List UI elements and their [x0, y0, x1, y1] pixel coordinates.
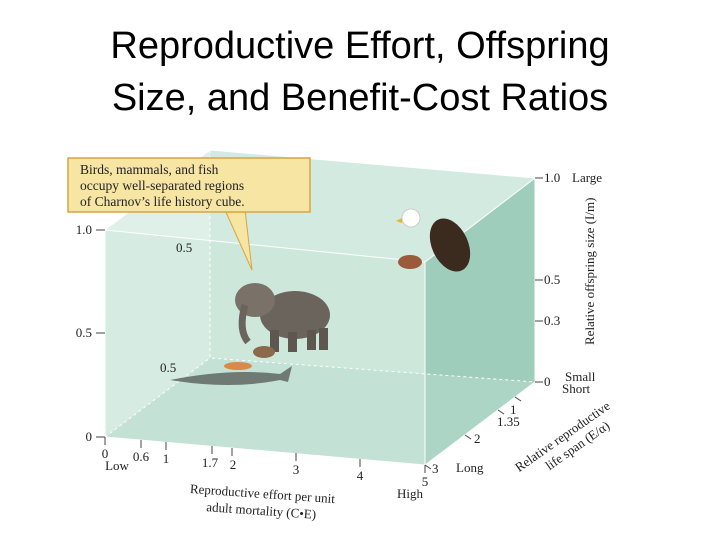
callout-text: occupy well-separated regions [80, 178, 244, 193]
tick-label: 2 [230, 457, 237, 472]
tick-label: 0 [102, 446, 109, 461]
elephant [235, 283, 330, 352]
tick-label: 1.7 [202, 455, 219, 470]
right-ticks [535, 177, 543, 383]
tick-label: 0.6 [133, 449, 150, 464]
sturgeon [170, 366, 292, 385]
tick-label: 1.0 [544, 170, 560, 185]
tick-label: 0.3 [544, 313, 560, 328]
bottom-ticks [104, 437, 426, 473]
axis-end-label: Small [565, 369, 596, 384]
tick-label: 0.5 [76, 325, 92, 340]
tick-label: 0 [86, 429, 93, 444]
callout-box [67, 157, 311, 213]
title-line: Size, and Benefit-Cost Ratios [112, 77, 608, 119]
tick-label: 1 [510, 402, 517, 417]
tick-label: 3 [293, 462, 300, 477]
eagle [396, 208, 471, 272]
tick-label: 1 [163, 451, 170, 466]
bottom-face [105, 358, 535, 465]
small-mammal [253, 346, 275, 358]
tick-label: 0.5 [160, 360, 176, 375]
tick-label: 0.5 [544, 272, 560, 287]
tick-label: 3 [432, 461, 439, 476]
tick-label: 1.0 [76, 222, 92, 237]
axis-label: Relative offspring size (I/m) [582, 198, 597, 345]
tick-label: 0.5 [176, 240, 192, 255]
tick-label: 0 [544, 374, 551, 389]
left-ticks [96, 229, 105, 438]
tick-label: 1.35 [497, 414, 520, 429]
axis-end-label: Short [562, 381, 591, 396]
callout-text: of Charnov’s life history cube. [80, 194, 245, 209]
tick-label: 2 [474, 431, 481, 446]
axis-end-label: Large [572, 170, 602, 185]
axis-end-label: Low [105, 458, 129, 473]
axis-end-label: Long [456, 460, 484, 475]
depth-ticks [424, 396, 522, 470]
title-line: Reproductive Effort, Offspring [110, 25, 609, 67]
tick-label: 5 [422, 474, 429, 489]
callout-text: Birds, mammals, and fish [80, 162, 219, 177]
small-fish [224, 362, 252, 370]
tick-label: 4 [357, 468, 364, 483]
axis-end-label: High [397, 486, 424, 501]
small-bird [398, 255, 422, 269]
